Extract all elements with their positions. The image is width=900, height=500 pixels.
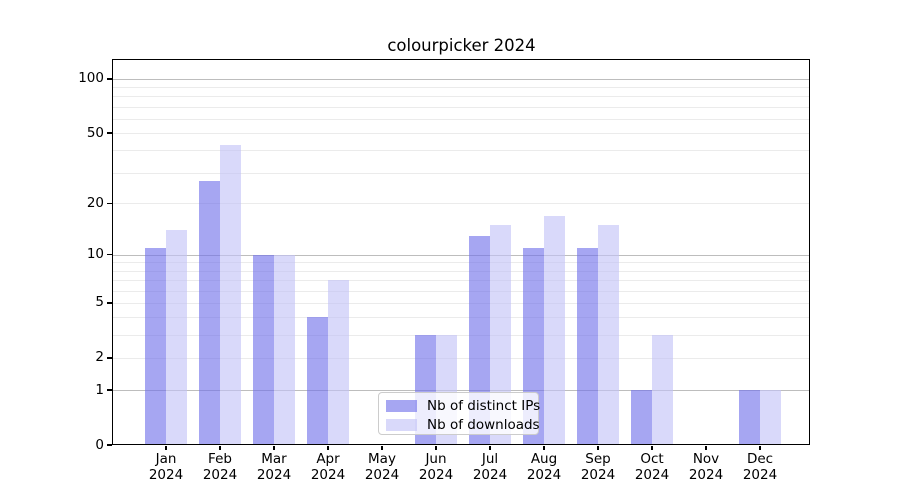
x-tick-label: Dec 2024 xyxy=(742,451,778,483)
bar-downloads-feb xyxy=(220,144,241,445)
y-tick-label: 0 xyxy=(95,436,104,453)
gridline-minor xyxy=(113,96,810,98)
y-tick xyxy=(107,202,112,205)
gridline-minor xyxy=(113,302,810,304)
gridline-minor xyxy=(113,203,810,205)
bar-downloads-jan xyxy=(166,230,187,445)
x-tick xyxy=(759,446,761,450)
y-tick-label: 2 xyxy=(95,349,104,366)
bar-distinct-ips-apr xyxy=(307,317,328,445)
legend-swatch-downloads xyxy=(386,418,417,431)
gridline-minor xyxy=(113,357,810,359)
x-tick xyxy=(651,446,653,450)
bar-distinct-ips-jan xyxy=(145,247,166,445)
y-tick xyxy=(107,253,112,256)
x-tick xyxy=(381,446,383,450)
x-tick xyxy=(273,446,275,450)
gridline-minor xyxy=(113,87,810,89)
y-tick-label: 50 xyxy=(86,124,104,141)
y-tick xyxy=(107,132,112,134)
bar-downloads-dec xyxy=(760,390,781,445)
y-tick-label: 1 xyxy=(95,381,104,398)
x-tick-label: May 2024 xyxy=(364,451,400,483)
x-tick-label: Oct 2024 xyxy=(634,451,670,483)
bar-distinct-ips-sep xyxy=(577,247,598,445)
x-tick xyxy=(705,446,707,450)
gridline-minor xyxy=(113,150,810,152)
bar-downloads-apr xyxy=(328,280,349,445)
bar-distinct-ips-oct xyxy=(631,390,652,445)
legend: Nb of distinct IPs Nb of downloads xyxy=(378,392,541,435)
x-tick-label: Feb 2024 xyxy=(202,451,238,483)
legend-label-downloads: Nb of downloads xyxy=(427,416,540,433)
legend-item-downloads: Nb of downloads xyxy=(379,416,540,433)
gridline-minor xyxy=(113,335,810,336)
bar-distinct-ips-feb xyxy=(199,180,220,445)
x-tick xyxy=(219,446,221,450)
gridline-minor xyxy=(113,290,810,292)
x-tick-label: Jun 2024 xyxy=(418,451,454,483)
y-tick xyxy=(107,389,112,391)
x-tick xyxy=(435,446,437,450)
bar-distinct-ips-mar xyxy=(253,254,274,445)
y-tick-label: 5 xyxy=(95,294,104,311)
bar-distinct-ips-dec xyxy=(739,390,760,445)
gridline-major xyxy=(113,254,810,256)
gridline-minor xyxy=(113,280,810,281)
y-tick xyxy=(107,444,112,446)
gridline-minor xyxy=(113,270,810,272)
legend-swatch-distinct-ips xyxy=(386,399,417,412)
bar-downloads-sep xyxy=(598,225,619,445)
x-tick-label: Aug 2024 xyxy=(526,451,562,483)
y-tick xyxy=(107,357,112,359)
plot-area xyxy=(112,59,810,445)
legend-label-distinct-ips: Nb of distinct IPs xyxy=(427,397,541,414)
y-tick xyxy=(107,302,112,304)
bar-downloads-mar xyxy=(274,254,295,445)
x-tick xyxy=(543,446,545,450)
gridline-minor xyxy=(113,317,810,319)
gridline-major xyxy=(113,390,810,391)
gridline-minor xyxy=(113,262,810,264)
x-tick xyxy=(489,446,491,450)
gridline-minor xyxy=(113,118,810,120)
x-tick-label: Jul 2024 xyxy=(472,451,508,483)
gridline-major xyxy=(113,78,810,80)
gridline-minor xyxy=(113,133,810,135)
x-tick-label: Sep 2024 xyxy=(580,451,616,483)
chart-title: colourpicker 2024 xyxy=(387,36,536,55)
x-tick-label: Nov 2024 xyxy=(688,451,724,483)
legend-item-distinct-ips: Nb of distinct IPs xyxy=(379,397,541,414)
y-tick-label: 20 xyxy=(86,194,104,211)
x-tick-label: Jan 2024 xyxy=(148,451,184,483)
x-tick xyxy=(327,446,329,450)
bar-downloads-aug xyxy=(544,215,565,445)
x-tick xyxy=(165,446,167,450)
gridline-minor xyxy=(113,172,810,174)
bar-downloads-jul xyxy=(490,225,511,445)
bar-downloads-oct xyxy=(652,335,673,445)
y-tick-label: 100 xyxy=(78,70,104,87)
x-tick xyxy=(597,446,599,450)
gridline-minor xyxy=(113,106,810,108)
y-tick xyxy=(107,78,112,80)
y-tick-label: 10 xyxy=(86,246,104,263)
x-tick-label: Mar 2024 xyxy=(256,451,292,483)
x-tick-label: Apr 2024 xyxy=(310,451,346,483)
